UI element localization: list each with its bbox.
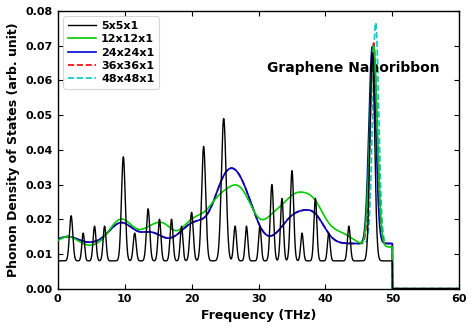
48x48x1 — [226, 167, 232, 171]
36x36x1 — [100, 235, 106, 239]
12x12x1 — [390, 287, 395, 291]
5x5x1 — [125, 249, 130, 253]
48x48x1 — [373, 21, 378, 25]
24x24x1 — [100, 235, 106, 239]
Line: 5x5x1: 5x5x1 — [58, 53, 459, 289]
5x5x1 — [456, 287, 462, 291]
36x36x1 — [449, 287, 455, 291]
12x12x1 — [226, 185, 232, 189]
48x48x1 — [390, 287, 395, 291]
Line: 24x24x1: 24x24x1 — [58, 47, 459, 289]
12x12x1 — [125, 219, 130, 223]
5x5x1 — [55, 259, 61, 263]
12x12x1 — [371, 44, 376, 48]
12x12x1 — [100, 236, 106, 240]
12x12x1 — [55, 239, 61, 242]
48x48x1 — [406, 287, 411, 291]
24x24x1 — [456, 287, 462, 291]
36x36x1 — [456, 287, 462, 291]
48x48x1 — [55, 237, 61, 241]
Line: 12x12x1: 12x12x1 — [58, 46, 459, 289]
12x12x1 — [449, 287, 455, 291]
48x48x1 — [100, 235, 106, 239]
5x5x1 — [406, 287, 411, 291]
12x12x1 — [456, 287, 462, 291]
Line: 36x36x1: 36x36x1 — [58, 43, 459, 289]
36x36x1 — [209, 204, 215, 208]
24x24x1 — [449, 287, 455, 291]
5x5x1 — [209, 259, 215, 263]
24x24x1 — [390, 287, 395, 291]
24x24x1 — [55, 237, 61, 241]
12x12x1 — [209, 202, 215, 206]
36x36x1 — [226, 167, 232, 171]
5x5x1 — [390, 287, 395, 291]
24x24x1 — [406, 287, 411, 291]
5x5x1 — [369, 51, 375, 55]
5x5x1 — [449, 287, 455, 291]
48x48x1 — [125, 223, 130, 227]
24x24x1 — [226, 167, 232, 171]
5x5x1 — [100, 232, 106, 236]
Text: Graphene Nanoribbon: Graphene Nanoribbon — [266, 61, 439, 75]
48x48x1 — [209, 204, 215, 208]
36x36x1 — [125, 223, 130, 227]
36x36x1 — [55, 237, 61, 241]
Legend: 5x5x1, 12x12x1, 24x24x1, 36x36x1, 48x48x1: 5x5x1, 12x12x1, 24x24x1, 36x36x1, 48x48x… — [64, 16, 159, 89]
48x48x1 — [449, 287, 455, 291]
X-axis label: Frequency (THz): Frequency (THz) — [201, 309, 316, 322]
36x36x1 — [406, 287, 411, 291]
36x36x1 — [390, 287, 395, 291]
48x48x1 — [456, 287, 462, 291]
24x24x1 — [369, 45, 375, 49]
Y-axis label: Phonon Density of States (arb. unit): Phonon Density of States (arb. unit) — [7, 22, 20, 277]
5x5x1 — [226, 249, 232, 253]
24x24x1 — [125, 223, 130, 227]
Line: 48x48x1: 48x48x1 — [58, 23, 459, 289]
24x24x1 — [209, 204, 215, 208]
12x12x1 — [406, 287, 411, 291]
36x36x1 — [371, 41, 376, 45]
